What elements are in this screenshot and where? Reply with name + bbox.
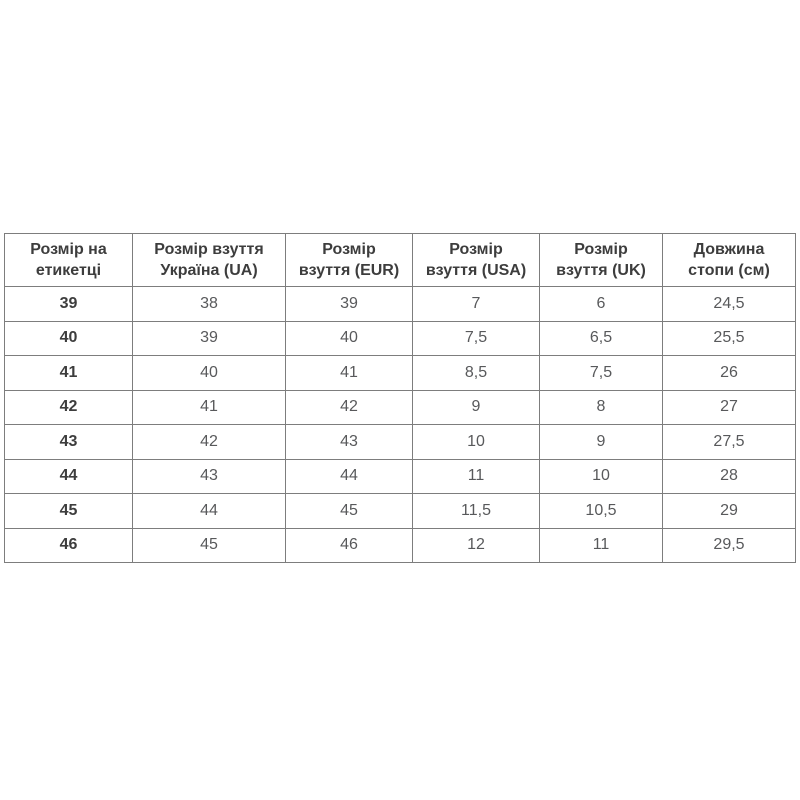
table-cell: 43 bbox=[285, 424, 413, 460]
table-cell: 38 bbox=[132, 286, 286, 322]
table-cell: 42 bbox=[285, 389, 413, 425]
table-cell: 45 bbox=[132, 527, 286, 563]
table-cell: 43 bbox=[132, 458, 286, 494]
table-cell: 46 bbox=[285, 527, 413, 563]
col-header-eur-size: Розмір взуття (EUR) bbox=[285, 233, 413, 287]
table-cell: 27 bbox=[662, 389, 796, 425]
table-cell: 12 bbox=[412, 527, 540, 563]
table-row: 41 40 41 8,5 7,5 26 bbox=[4, 355, 796, 391]
table-cell: 10 bbox=[539, 458, 663, 494]
col-header-line: взуття (UK) bbox=[556, 262, 646, 279]
col-header-label-size: Розмір на етикетці bbox=[4, 233, 133, 287]
col-header-line: Розмір bbox=[449, 241, 503, 258]
table-cell: 7 bbox=[412, 286, 540, 322]
table-cell: 9 bbox=[412, 389, 540, 425]
table-cell: 11 bbox=[412, 458, 540, 494]
col-header-line: етикетці bbox=[35, 262, 102, 279]
table-cell: 44 bbox=[285, 458, 413, 494]
table-cell: 27,5 bbox=[662, 424, 796, 460]
col-header-ua-size: Розмір взуття Україна (UA) bbox=[132, 233, 286, 287]
col-header-line: взуття (USA) bbox=[425, 262, 527, 279]
table-cell: 39 bbox=[285, 286, 413, 322]
col-header-line: Розмір взуття bbox=[154, 241, 264, 258]
table-cell: 11,5 bbox=[412, 493, 540, 529]
col-header-usa-size: Розмір взуття (USA) bbox=[412, 233, 540, 287]
table-cell: 26 bbox=[662, 355, 796, 391]
table-cell: 10,5 bbox=[539, 493, 663, 529]
shoe-size-table: Розмір на етикетці Розмір взуття Україна… bbox=[4, 233, 796, 563]
table-cell: 41 bbox=[285, 355, 413, 391]
row-label-cell: 42 bbox=[4, 389, 133, 425]
row-label-cell: 44 bbox=[4, 458, 133, 494]
row-label-cell: 40 bbox=[4, 320, 133, 356]
col-header-line: взуття (EUR) bbox=[298, 262, 400, 279]
table-row: 44 43 44 11 10 28 bbox=[4, 458, 796, 494]
table-cell: 45 bbox=[285, 493, 413, 529]
table-row: 39 38 39 7 6 24,5 bbox=[4, 286, 796, 322]
table-cell: 40 bbox=[285, 320, 413, 356]
row-label-cell: 41 bbox=[4, 355, 133, 391]
col-header-foot-length: Довжина стопи (см) bbox=[662, 233, 796, 287]
table-cell: 41 bbox=[132, 389, 286, 425]
row-label-cell: 45 bbox=[4, 493, 133, 529]
table-cell: 29 bbox=[662, 493, 796, 529]
table-cell: 28 bbox=[662, 458, 796, 494]
table-cell: 39 bbox=[132, 320, 286, 356]
table-cell: 8,5 bbox=[412, 355, 540, 391]
table-cell: 11 bbox=[539, 527, 663, 563]
col-header-line: Розмір на bbox=[30, 241, 107, 258]
col-header-uk-size: Розмір взуття (UK) bbox=[539, 233, 663, 287]
col-header-line: Україна (UA) bbox=[160, 262, 258, 279]
col-header-line: Довжина bbox=[693, 241, 765, 258]
col-header-line: Розмір bbox=[574, 241, 628, 258]
table-row: 42 41 42 9 8 27 bbox=[4, 389, 796, 425]
table-cell: 10 bbox=[412, 424, 540, 460]
table-cell: 25,5 bbox=[662, 320, 796, 356]
col-header-line: стопи (см) bbox=[688, 262, 770, 279]
header-row: Розмір на етикетці Розмір взуття Україна… bbox=[4, 233, 796, 287]
table-cell: 7,5 bbox=[539, 355, 663, 391]
table-cell: 7,5 bbox=[412, 320, 540, 356]
table-cell: 6 bbox=[539, 286, 663, 322]
table-row: 40 39 40 7,5 6,5 25,5 bbox=[4, 320, 796, 356]
table-cell: 8 bbox=[539, 389, 663, 425]
row-label-cell: 39 bbox=[4, 286, 133, 322]
table-cell: 29,5 bbox=[662, 527, 796, 563]
table-cell: 44 bbox=[132, 493, 286, 529]
table-row: 46 45 46 12 11 29,5 bbox=[4, 527, 796, 563]
table-cell: 6,5 bbox=[539, 320, 663, 356]
table-cell: 40 bbox=[132, 355, 286, 391]
col-header-line: Розмір bbox=[322, 241, 376, 258]
table-cell: 9 bbox=[539, 424, 663, 460]
table-cell: 24,5 bbox=[662, 286, 796, 322]
row-label-cell: 43 bbox=[4, 424, 133, 460]
table-cell: 42 bbox=[132, 424, 286, 460]
row-label-cell: 46 bbox=[4, 527, 133, 563]
table-row: 45 44 45 11,5 10,5 29 bbox=[4, 493, 796, 529]
table-row: 43 42 43 10 9 27,5 bbox=[4, 424, 796, 460]
